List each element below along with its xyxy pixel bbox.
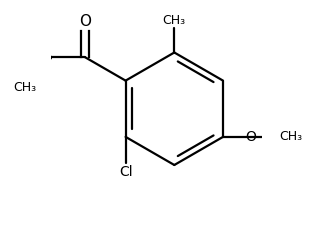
Text: CH₃: CH₃ — [279, 130, 302, 143]
Text: O: O — [79, 14, 91, 29]
Text: CH₃: CH₃ — [163, 14, 186, 27]
Text: Cl: Cl — [119, 165, 132, 179]
Text: CH₃: CH₃ — [13, 81, 36, 94]
Text: O: O — [246, 130, 257, 144]
